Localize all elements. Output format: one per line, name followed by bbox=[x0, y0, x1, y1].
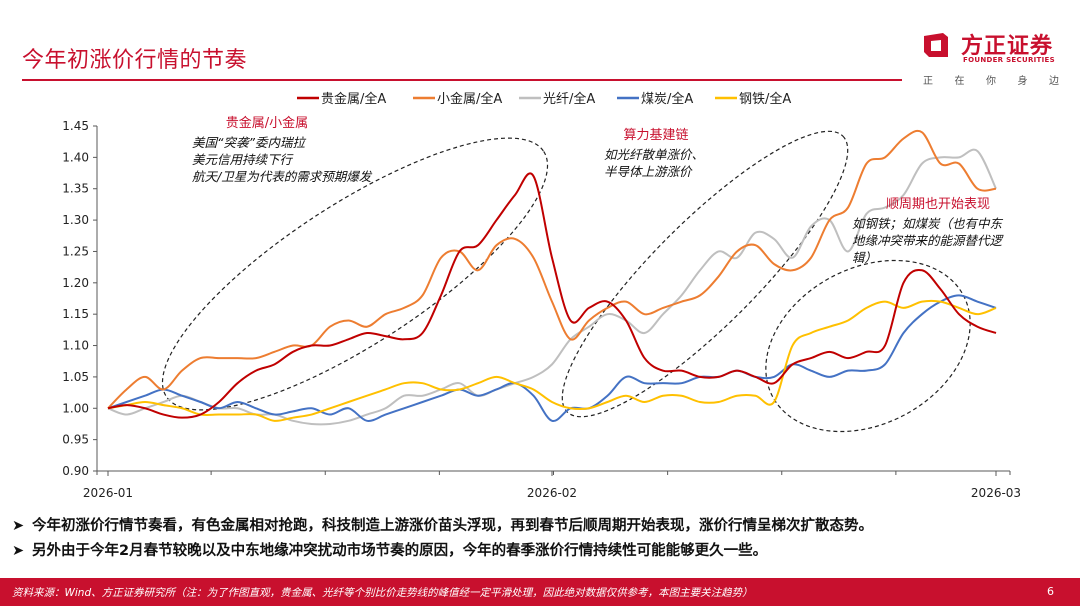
y-tick-label: 1.20 bbox=[62, 276, 89, 290]
x-tick-label: 2026-02 bbox=[527, 486, 577, 500]
highlight-ellipse bbox=[161, 137, 549, 411]
chart-axes: 1.45 1.40 1.35 1.30 1.25 1.20 1.15 1.10 1.05 1.00… bbox=[62, 119, 1021, 500]
y-tick-label: 1.35 bbox=[62, 182, 89, 196]
annotation-line: 如光纤散单涨价、 bbox=[604, 147, 704, 162]
summary-bullets: ➤ 今年初涨价行情节奏看，有色金属相对抢跑，科技制造上游涨价苗头浮现，再到春节后… bbox=[12, 514, 1078, 564]
y-tick-label: 1.05 bbox=[62, 370, 89, 384]
slogan-char: 你 bbox=[986, 76, 996, 87]
annotation-line: 半导体上游涨价 bbox=[604, 164, 693, 179]
annotation-line: 辑） bbox=[852, 250, 877, 265]
legend-label: 煤炭/全A bbox=[641, 91, 693, 107]
bullet-item: ➤ 今年初涨价行情节奏看，有色金属相对抢跑，科技制造上游涨价苗头浮现，再到春节后… bbox=[12, 514, 1078, 539]
slogan-char: 身 bbox=[1017, 76, 1028, 87]
y-tick-label: 0.90 bbox=[62, 464, 89, 478]
annotation-line: 如钢铁；如煤炭（也有中东 bbox=[852, 216, 1004, 231]
bullet-item: ➤ 另外由于今年2月春节较晚以及中东地缘冲突扰动市场节奏的原因，今年的春季涨价行… bbox=[12, 539, 1078, 564]
annotation-line: 地缘冲突带来的能源替代逻 bbox=[852, 233, 1005, 248]
arrow-bullet-icon: ➤ bbox=[12, 543, 25, 559]
series-line-precious bbox=[107, 172, 997, 419]
arrow-bullet-icon: ➤ bbox=[12, 518, 25, 534]
x-tick-label: 2026-01 bbox=[83, 486, 133, 500]
annotation-title: 顺周期也开始表现 bbox=[886, 197, 990, 212]
logo-text: 方正证券 bbox=[961, 34, 1054, 59]
chart-legend: 贵金属/全A 小金属/全A 光纤/全A 煤炭/全A 钢铁/全A bbox=[297, 91, 791, 107]
annotation-line: 美国“突袭”委内瑞拉 bbox=[192, 135, 306, 150]
price-ratio-line-chart: 贵金属/全A 小金属/全A 光纤/全A 煤炭/全A 钢铁/全A 1.45 1.40 1.35… bbox=[62, 91, 1021, 500]
series-line-minor bbox=[107, 129, 997, 409]
logo-english: FOUNDER SECURITIES bbox=[963, 56, 1055, 64]
slogan-char: 在 bbox=[954, 76, 965, 87]
bullet-text: 另外由于今年2月春节较晚以及中东地缘冲突扰动市场节奏的原因，今年的春季涨价行情持… bbox=[32, 543, 768, 559]
title-rule bbox=[22, 79, 902, 81]
source-note: 资料来源：Wind、方正证券研究所（注：为了作图直观，贵金属、光纤等个别比价走势… bbox=[12, 587, 753, 599]
y-tick-label: 1.15 bbox=[62, 307, 89, 321]
y-tick-label: 1.30 bbox=[62, 213, 89, 227]
legend-label: 光纤/全A bbox=[543, 91, 595, 107]
brand-logo: 方正证券 FOUNDER SECURITIES 正 在 你 身 边 bbox=[921, 28, 1071, 98]
y-tick-label: 1.25 bbox=[62, 244, 89, 258]
y-tick-label: 1.40 bbox=[62, 150, 89, 164]
legend-label: 小金属/全A bbox=[437, 91, 502, 107]
annotation-line: 航天/卫星为代表的需求预期爆发 bbox=[192, 169, 373, 184]
y-tick-label: 0.95 bbox=[62, 433, 89, 447]
x-tick-label: 2026-03 bbox=[971, 486, 1021, 500]
page-number: 6 bbox=[1047, 585, 1054, 598]
chart-series bbox=[107, 129, 997, 426]
slogan-char: 边 bbox=[1049, 76, 1059, 87]
y-tick-label: 1.00 bbox=[62, 401, 89, 415]
y-tick-label: 1.45 bbox=[62, 119, 89, 133]
footer-bar: 资料来源：Wind、方正证券研究所（注：为了作图直观，贵金属、光纤等个别比价走势… bbox=[0, 578, 1080, 606]
chart-annotations: 贵金属/小金属美国“突袭”委内瑞拉美元信用持续下行航天/卫星为代表的需求预期爆发… bbox=[192, 115, 1005, 265]
legend-label: 钢铁/全A bbox=[739, 91, 791, 107]
annotation-line: 美元信用持续下行 bbox=[192, 152, 295, 167]
series-line-steel bbox=[107, 299, 997, 422]
series-line-fiber bbox=[107, 148, 997, 426]
legend-label: 贵金属/全A bbox=[321, 91, 386, 107]
highlight-ellipse bbox=[561, 130, 849, 418]
series-line-coal bbox=[107, 294, 997, 422]
page-title: 今年初涨价行情的节奏 bbox=[22, 48, 248, 73]
y-tick-label: 1.10 bbox=[62, 339, 89, 353]
logo-slogan: 正 在 你 身 边 bbox=[923, 72, 1059, 87]
annotation-title: 贵金属/小金属 bbox=[226, 115, 308, 131]
annotation-title: 算力基建链 bbox=[623, 128, 688, 143]
bullet-text: 今年初涨价行情节奏看，有色金属相对抢跑，科技制造上游涨价苗头浮现，再到春节后顺周… bbox=[32, 518, 873, 534]
founder-logo-icon bbox=[924, 33, 948, 57]
slogan-char: 正 bbox=[923, 76, 933, 87]
